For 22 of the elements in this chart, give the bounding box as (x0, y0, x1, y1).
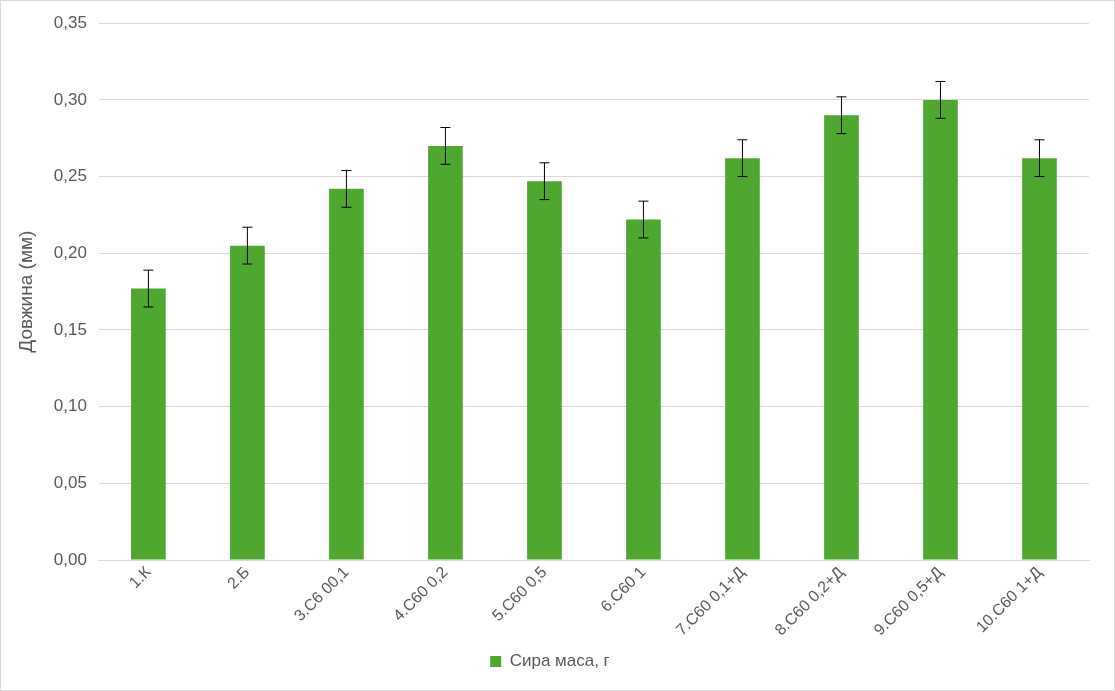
y-tick-label: 0,25 (53, 166, 87, 186)
y-tick-label: 0,35 (53, 12, 87, 32)
bar (1022, 158, 1057, 560)
y-tick-label: 0,05 (53, 473, 87, 493)
y-axis-title: Довжина (мм) (14, 230, 36, 353)
bar (725, 158, 760, 560)
bar (824, 115, 859, 560)
bar (329, 188, 364, 560)
x-tick-label: 1.К (125, 562, 155, 592)
x-tick-label: 2.Б (223, 563, 253, 592)
bar (626, 219, 661, 560)
bar (428, 145, 463, 560)
bar (923, 99, 958, 560)
y-tick-label: 0,00 (53, 549, 87, 569)
bar (131, 288, 166, 560)
y-tick-label: 0,10 (53, 396, 87, 416)
legend-label: Сира маса, г (509, 651, 610, 671)
y-tick-label: 0,15 (53, 319, 87, 339)
y-tick-label: 0,30 (53, 89, 87, 109)
bar (527, 181, 562, 560)
bar (230, 245, 265, 560)
y-tick-label: 0,20 (53, 242, 87, 262)
